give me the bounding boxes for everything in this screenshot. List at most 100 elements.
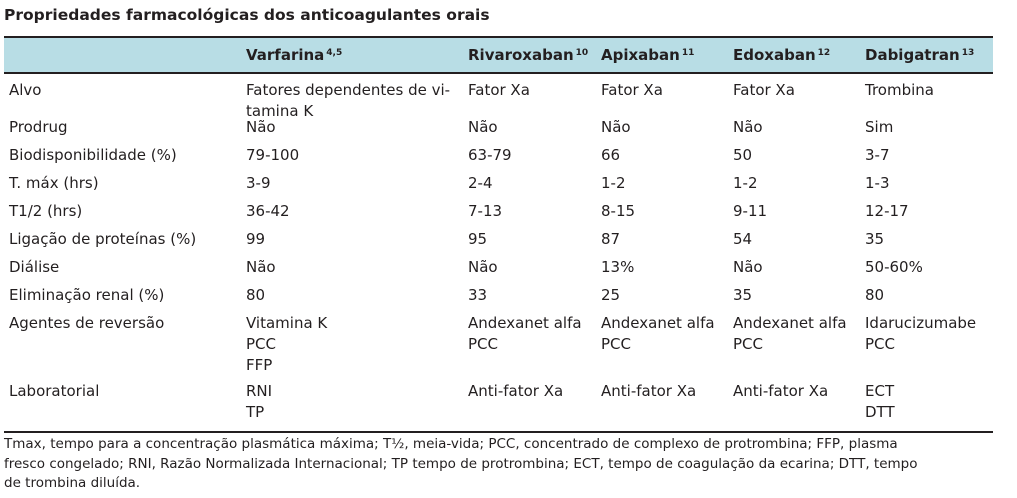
row-label: T1/2 (hrs) (9, 201, 82, 222)
table-cell: 3-9 (246, 173, 271, 194)
table-cell: 7-13 (468, 201, 502, 222)
cell-text: 87 (601, 230, 621, 248)
cell-text: Laboratorial (9, 382, 100, 400)
cell-text: Não (733, 118, 763, 136)
table-cell: 50 (733, 145, 752, 166)
cell-text: Não (733, 258, 763, 276)
cell-text: Anti-fator Xa (601, 382, 697, 400)
table-cell: 80 (865, 285, 884, 306)
row-label: Biodisponibilidade (%) (9, 145, 177, 166)
cell-text: Agentes de reversão (9, 314, 165, 332)
cell-text: DTT (865, 403, 895, 421)
cell-text: 3-7 (865, 146, 890, 164)
table-cell: RNI TP (246, 381, 272, 423)
table-cell: 13% (601, 257, 634, 278)
cell-text: 50-60% (865, 258, 923, 276)
reference-superscript: 10 (575, 48, 589, 58)
row-label: Prodrug (9, 117, 68, 138)
cell-text: 63-79 (468, 146, 512, 164)
cell-text: PCC (601, 335, 631, 353)
cell-text: Não (601, 118, 631, 136)
table-cell: Anti-fator Xa (601, 381, 696, 402)
table-cell: 1-2 (601, 173, 626, 194)
cell-text: 54 (733, 230, 753, 248)
table-cell: 36-42 (246, 201, 290, 222)
reference-superscript: 4,5 (326, 48, 343, 58)
table-cell: Vitamina K PCC FFP (246, 313, 327, 376)
table-row: T. máx (hrs) 3-9 2-4 1-2 1-2 1-3 (4, 173, 993, 201)
table-footnote: Tmax, tempo para a concentração plasmáti… (4, 435, 1009, 494)
cell-text: 9-11 (733, 202, 768, 220)
table-cell: Não (601, 117, 631, 138)
cell-text: 12-17 (865, 202, 909, 220)
table-cell: 87 (601, 229, 620, 250)
cell-text: Fatores dependentes de vi- (246, 81, 451, 99)
cell-text: 36-42 (246, 202, 290, 220)
cell-text: PCC (468, 335, 498, 353)
cell-text: Não (468, 118, 498, 136)
table-cell: 63-79 (468, 145, 512, 166)
footnote-line: fresco congelado; RNI, Razão Normalizada… (4, 455, 918, 472)
cell-text: Diálise (9, 258, 60, 276)
cell-text: ECT (865, 382, 895, 400)
table-cell: Fatores dependentes de vi-tamina K (246, 80, 450, 122)
column-header-label: Rivaroxaban (468, 46, 574, 64)
column-header-label: Apixaban (601, 46, 680, 64)
cell-text: Não (246, 258, 276, 276)
cell-text: tamina K (246, 102, 314, 120)
table-cell: Não (733, 257, 763, 278)
table-cell: Trombina (865, 80, 934, 101)
cell-text: Anti-fator Xa (733, 382, 829, 400)
cell-text: 1-2 (601, 174, 626, 192)
footer-rule (4, 431, 993, 433)
cell-text: Não (468, 258, 498, 276)
table-cell: 1-3 (865, 173, 890, 194)
cell-text: 79-100 (246, 146, 300, 164)
cell-text: 99 (246, 230, 266, 248)
table-cell: Fator Xa (601, 80, 663, 101)
row-label: Diálise (9, 257, 59, 278)
table-body: Alvo Fatores dependentes de vi-tamina K Fa… (4, 74, 993, 440)
table-cell: 2-4 (468, 173, 493, 194)
column-header-label: Varfarina (246, 46, 325, 64)
cell-text: 13% (601, 258, 635, 276)
reference-superscript: 12 (817, 48, 831, 58)
table-cell: 79-100 (246, 145, 299, 166)
table-cell: Sim (865, 117, 893, 138)
reference-superscript: 11 (681, 48, 695, 58)
table-row: Eliminação renal (%) 80 33 25 35 80 (4, 285, 993, 313)
pharmacology-table: Varfarina 4,5 Rivaroxaban 10 Apixaban 11 Edoxa… (4, 36, 993, 440)
row-label: Laboratorial (9, 381, 99, 402)
table-cell: ECT DTT (865, 381, 895, 423)
row-label: T. máx (hrs) (9, 173, 99, 194)
table-cell: 3-7 (865, 145, 890, 166)
table-row: Ligação de proteínas (%) 99 95 87 54 35 (4, 229, 993, 257)
cell-text: PCC (246, 335, 276, 353)
column-header-edoxaban: Edoxaban 12 (733, 46, 830, 64)
table-cell: 66 (601, 145, 620, 166)
table-cell: Anti-fator Xa (733, 381, 828, 402)
table-row: Agentes de reversão Vitamina K PCC FFP Andex… (4, 313, 993, 381)
table-cell: 33 (468, 285, 487, 306)
table-cell: Não (733, 117, 763, 138)
table-cell: 95 (468, 229, 487, 250)
cell-text: Anti-fator Xa (468, 382, 564, 400)
table-cell: Idarucizumabe PCC (865, 313, 976, 355)
cell-text: Fator Xa (468, 81, 530, 99)
cell-text: 66 (601, 146, 621, 164)
row-label: Agentes de reversão (9, 313, 164, 334)
table-cell: Não (246, 257, 276, 278)
table-cell: Fator Xa (468, 80, 530, 101)
cell-text: 50 (733, 146, 753, 164)
table-cell: Andexanet alfa PCC (601, 313, 715, 355)
cell-text: TP (246, 403, 265, 421)
cell-text: Prodrug (9, 118, 68, 136)
table-cell: 50-60% (865, 257, 923, 278)
cell-text: FFP (246, 356, 273, 374)
cell-text: Trombina (865, 81, 934, 99)
cell-text: PCC (733, 335, 763, 353)
table-cell: Andexanet alfa PCC (468, 313, 582, 355)
table-cell: 80 (246, 285, 265, 306)
cell-text: PCC (865, 335, 895, 353)
table-cell: 35 (733, 285, 752, 306)
